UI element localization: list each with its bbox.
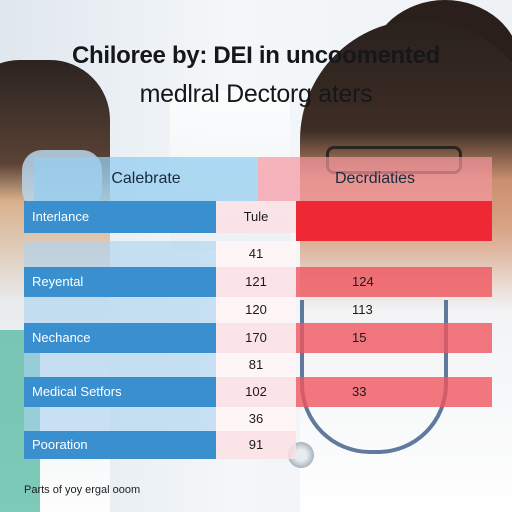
table-row-label [24,297,216,323]
page-title-line-2: medlral Dectorg aters [139,80,373,108]
table-row-mid: 170 [216,323,296,353]
table-row-label [24,353,216,377]
header-right: Decrdiaties [258,157,492,201]
table-row-mid: 41 [216,241,296,267]
header-left: Calebrate [34,157,258,201]
table-row-label: Reyental [24,267,216,297]
table-row-right: 124 [296,267,492,297]
table-row-mid: 91 [216,431,296,459]
table-row-right: 15 [296,323,492,353]
table-row-mid: 121 [216,267,296,297]
table-row-label: Nechance [24,323,216,353]
table-row-right: 113 [352,302,373,317]
table-row-label: Interlance [24,201,216,233]
footer-caption: Parts of yoy ergal ooom [24,484,141,496]
page-title-line-1: Chiloree by: DEI in uncoomented [71,42,441,69]
table-row-mid: Tule [216,201,296,233]
table-row-right [296,201,492,241]
table-row-label: Medical Setfors [24,377,216,407]
table-row-label: Pooration [24,431,216,459]
table-row-mid: 102 [216,377,296,407]
table-row-right: 33 [296,377,492,407]
table-row-mid: 120 [216,297,296,323]
table-row-mid: 81 [216,353,296,377]
table-row-label [24,241,216,267]
table-row-mid: 36 [216,407,296,431]
table-row-label [24,407,216,431]
